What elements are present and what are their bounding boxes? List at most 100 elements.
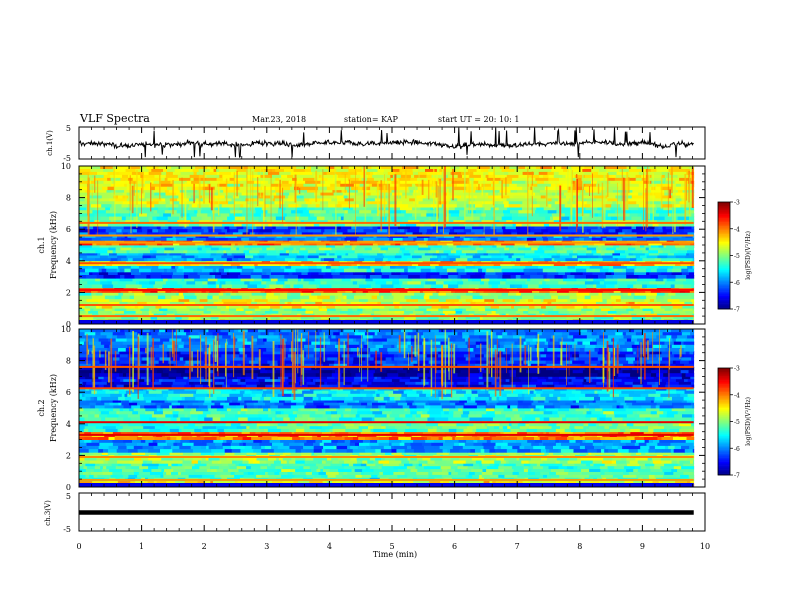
spectrogram-cell: [472, 290, 477, 293]
spectrogram-cell: [183, 271, 190, 276]
spectrogram-cell: [436, 169, 440, 173]
spectrogram-cell: [337, 171, 342, 176]
spectrogram-cell: [558, 271, 566, 276]
spectrogram-cell: [488, 171, 494, 176]
spectrogram-cell: [266, 301, 280, 306]
spectrogram-cell: [249, 295, 263, 300]
spectrogram-cell: [252, 222, 256, 227]
spectrogram-cell: [384, 469, 399, 473]
spectrogram-cell: [485, 311, 492, 315]
spectrogram-cell: [203, 305, 218, 309]
spectrogram-cell: [254, 263, 259, 266]
spectrogram-cell: [84, 290, 92, 293]
spectrogram-cell: [528, 298, 534, 303]
spectrogram-cell: [132, 258, 145, 262]
spectrogram-cell: [605, 186, 619, 191]
spectrogram-cell: [423, 295, 430, 300]
spectrogram-streak: [260, 167, 261, 198]
spectrogram-cell: [165, 316, 176, 320]
spectrogram-cell: [395, 268, 405, 273]
spectrogram-cell: [389, 295, 394, 300]
spectrogram-cell: [307, 271, 312, 276]
spectrogram-cell: [222, 263, 232, 266]
spectrogram-cell: [161, 469, 165, 473]
spectrogram-cell: [233, 189, 247, 193]
spectrogram-cell: [464, 268, 473, 273]
spectrogram-cell: [111, 180, 116, 185]
spectrogram-cell: [150, 268, 165, 273]
spectrogram-cell: [489, 166, 501, 170]
spectrogram-cell: [636, 258, 643, 262]
spectrogram-cell: [139, 219, 150, 224]
spectrogram-cell: [293, 284, 304, 289]
spectrogram-cell: [79, 232, 89, 236]
spectrogram-cell: [297, 226, 301, 230]
spectrogram-cell: [534, 192, 540, 196]
spectrogram-cell: [281, 469, 291, 473]
spectrogram-cell: [418, 201, 432, 205]
spectrogram-cell: [524, 271, 537, 276]
spectrogram-streak: [439, 179, 441, 205]
spectrogram-cell: [501, 195, 510, 199]
spectrogram-cell: [296, 311, 306, 315]
spectrogram-cell: [314, 278, 318, 282]
spectrogram-cell: [318, 305, 323, 309]
spectrogram-cell: [108, 271, 119, 276]
spectrogram-cell: [321, 292, 335, 296]
spectrogram-cell: [585, 189, 595, 193]
spectrogram-cell: [591, 290, 604, 293]
spectrogram-cell: [458, 263, 463, 266]
spectrogram-cell: [407, 268, 422, 273]
spectrogram-cell: [218, 295, 232, 300]
spectrogram-cell: [545, 260, 549, 264]
spectrogram-cell: [493, 204, 497, 208]
spectrogram-cell: [633, 480, 646, 485]
spectrogram-cell: [566, 260, 580, 264]
spectrogram-cell: [136, 229, 143, 233]
spectrogram-cell: [456, 189, 464, 193]
spectrogram-cell: [390, 260, 399, 264]
spectrogram-cell: [527, 284, 540, 289]
spectrogram-cell: [342, 207, 354, 211]
spectrogram-cell: [112, 305, 126, 309]
spectrogram-cell: [447, 295, 458, 300]
spectrogram-cell: [505, 245, 514, 248]
spectrogram-cell: [660, 186, 673, 191]
spectrogram-cell: [376, 237, 390, 241]
spectrogram-cell: [366, 275, 371, 279]
spectrogram-cell: [373, 177, 388, 182]
spectrogram-cell: [334, 258, 342, 262]
spectrogram-cell: [628, 252, 634, 256]
spectrogram-cell: [513, 195, 526, 199]
spectrogram-cell: [602, 258, 616, 262]
spectrogram-cell: [109, 469, 123, 473]
spectrogram-cell: [613, 245, 620, 248]
spectrogram-cell: [366, 268, 372, 273]
spectrogram-cell: [577, 252, 587, 256]
spectrogram-cell: [374, 268, 382, 273]
spectrogram-cell: [626, 237, 631, 241]
spectrogram-cell: [651, 245, 659, 248]
spectrogram-cell: [481, 260, 485, 264]
spectrogram-cell: [161, 242, 174, 246]
spectrogram-cell: [607, 466, 615, 470]
spectrogram-streak: [444, 166, 446, 228]
spectrogram-cell: [132, 278, 146, 282]
spectrogram-cell: [510, 250, 524, 254]
spectrogram-cell: [181, 252, 186, 256]
spectrogram-cell: [85, 311, 89, 315]
spectrogram-cell: [296, 166, 306, 170]
spectrogram-cell: [182, 268, 194, 273]
spectrogram-cell: [212, 226, 225, 230]
spectrogram-cell: [551, 166, 562, 170]
spectrogram-cell: [561, 166, 567, 170]
spectrogram-cell: [138, 186, 152, 191]
spectrogram-cell: [667, 260, 681, 264]
spectrogram-cell: [150, 275, 162, 279]
spectrogram-cell: [233, 174, 248, 179]
spectrogram-cell: [334, 305, 349, 309]
spectrogram-cell: [628, 311, 640, 315]
spectrogram-cell: [488, 174, 496, 179]
spectrogram-cell: [165, 201, 171, 205]
spectrogram-cell: [243, 166, 249, 170]
